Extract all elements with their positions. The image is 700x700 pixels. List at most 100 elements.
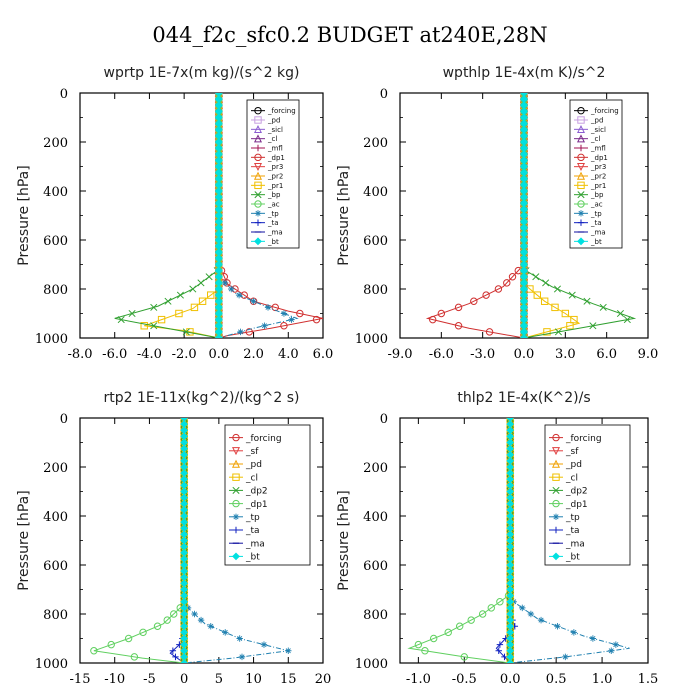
legend-ta-label: _ta [245,526,260,536]
series-dp1-point [456,622,464,630]
y-tick-label: 200 [43,136,68,151]
series-dp1-line [425,93,525,338]
legend-tp-label: _tp [245,513,260,523]
legend-sf-label: _sf [565,447,579,457]
x-tick-label: 0.5 [546,672,567,687]
legend-bt-label: _bt [590,238,602,246]
legend-dp1-label: _dp1 [245,500,268,510]
series-pr1-point [533,291,541,299]
series-dp1-point [429,315,437,324]
series-dp1 [407,418,514,663]
y-tick-label: 0 [380,412,388,427]
series-tp-point [519,604,526,612]
series-bp-point [568,291,576,299]
series-bt-point [214,334,223,338]
legend-forcing-marker [232,433,240,442]
series-dp1 [425,93,528,338]
legend-sf-marker [231,447,241,456]
y-tick-label: 200 [363,461,388,476]
legend-cl-marker [232,473,240,481]
series-tp-point [264,304,272,311]
y-tick-label: 400 [43,185,68,200]
series-bp-point [150,303,158,311]
series-dp1-point [508,273,517,281]
legend-forcing-label: _forcing [565,434,602,444]
series-dp2-point [180,659,188,663]
series-pr1-point [198,297,207,305]
x-tick-label: -3.0 [470,347,495,362]
series-group [425,93,637,338]
legend-sicl-marker [253,125,263,134]
legend-cl-label: _cl [565,473,578,483]
series-dp1-point [170,610,178,618]
series-tp-point [235,291,243,299]
legend-pr2-marker [253,171,263,180]
series-dp1-point [496,598,504,606]
legend-bt-label: _bt [565,553,580,563]
legend-ma-label: _ma [590,228,606,236]
legend-sf-marker [551,447,561,456]
y-tick-label: 400 [363,510,388,525]
legend-bp-label: _bp [590,191,604,199]
legend-tp-label: _tp [267,210,279,218]
legend: _forcing _sf _pd _cl _dp2 _dp1 _tp _ta _ma _bt [544,424,631,566]
chart-panel-4: thlp2 1E-4x(K^2)/s 0 200 400 600 800 1000 -1.0 -… [336,390,658,687]
y-tick-label: 200 [43,461,68,476]
series-dp1-point [494,285,503,293]
figure-title: 044_f2c_sfc0.2 BUDGET at240E,28N [152,23,547,47]
legend-pr3-marker [253,162,263,171]
series-pr1-point [551,303,559,312]
y-tick-label: 800 [363,283,388,298]
series-dp1-point [467,616,475,624]
y-axis-label: Pressure [hPa] [336,165,352,265]
legend-dp1-label: _dp1 [267,154,285,162]
legend-pr2-label: _pr2 [267,172,283,180]
legend-cl-label: _cl [590,135,600,143]
series-pr1-point [190,303,199,312]
x-tick-label: 6.0 [313,347,334,362]
series-dp1-point [437,309,446,318]
series-dp1-point [487,604,495,612]
series-dp2-point [506,418,514,422]
legend-pr1-marker [577,181,585,190]
legend-box [569,99,623,249]
legend-dp1-marker [232,499,240,508]
x-tick-label: -8.0 [67,347,92,362]
legend-mfl-marker [254,144,262,152]
series-pr1-point [570,315,578,324]
series-dp1-point [245,328,253,336]
series-dp1-point [454,322,463,330]
legend-forcing-marker [577,106,585,115]
legend-cl-marker [253,134,263,143]
x-tick-label: -6.0 [429,347,454,362]
y-axis-label: Pressure [hPa] [336,490,352,590]
series-tp-point [562,653,569,661]
y-tick-label: 0 [380,87,388,102]
series-pr1-point [540,297,549,305]
x-tick-label: -10 [104,672,125,687]
y-tick-label: 600 [363,234,388,249]
series-tp-point [207,623,214,630]
legend-ta-marker [254,219,262,226]
legend-ac-label: _ac [590,200,603,208]
legend-ac-marker [577,200,585,208]
legend-pr3-marker [576,162,586,171]
series-dp1-point [485,328,494,336]
x-tick-label: 0 [180,672,188,687]
series-tp-point [288,316,295,323]
series-tp-point [608,647,615,654]
legend-cl-label: _cl [267,135,277,143]
legend-ma-label: _ma [565,539,585,549]
series-dp1-point [130,653,139,661]
legend-pr2-marker [576,171,586,180]
y-tick-label: 600 [43,234,68,249]
legend-ac-label: _ac [267,200,280,208]
legend-pd-marker [577,116,585,124]
legend-pd-label: _pd [565,460,582,470]
series-pr1-point [157,315,166,324]
legend-ta-marker [552,526,560,534]
legend-pr1-marker [254,181,262,190]
legend-tp-marker [577,210,585,217]
legend-tp-label: _tp [565,513,580,523]
x-tick-label: 0.0 [500,672,521,687]
